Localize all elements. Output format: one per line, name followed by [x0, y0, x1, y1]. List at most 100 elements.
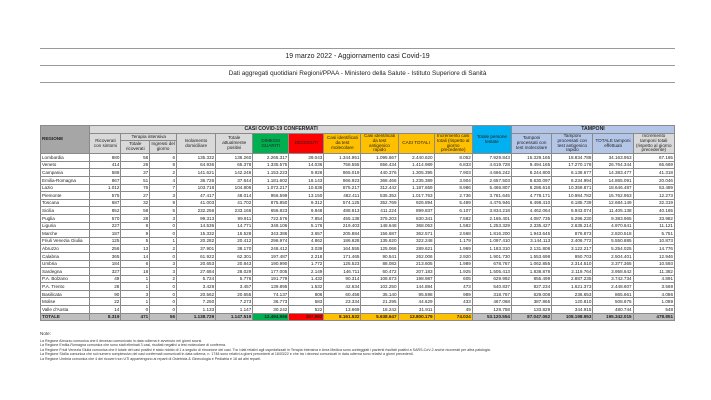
- cell-ricoverati-sintomi: 49: [89, 274, 122, 284]
- cell-incremento-tamponi: 20.046: [632, 175, 676, 185]
- cell-incremento-tamponi: 67.165: [632, 153, 676, 162]
- cell-tamponi-antigenico: 950.703: [551, 251, 594, 261]
- cell-ricoverati-sintomi: 575: [89, 191, 122, 200]
- cell-ingressi-giorno: 8: [149, 160, 178, 170]
- cell-totale-ricoverati: 28: [120, 160, 151, 170]
- cell-ingressi-giorno: 6: [149, 153, 178, 162]
- cell-casi-totali: 362.571: [397, 229, 435, 238]
- cell-regione: Calabria: [39, 251, 91, 261]
- table-row: Lazio 1.012 76 7 103.718 104.806 1.072.217 10.6…: [39, 183, 676, 193]
- cell-incremento-casi: 433: [433, 297, 473, 307]
- cell-incremento-casi: 2.920: [433, 251, 473, 261]
- page-title: 19 marzo 2022 - Aggiornamento casi Covid…: [285, 53, 430, 60]
- cell-casi-antigenico: 535.352: [360, 191, 399, 200]
- cell-ingressi-giorno: 3: [149, 259, 178, 269]
- cell-persone-testate: 540.837: [471, 282, 512, 291]
- cell-tamponi-antigenico: 120.810: [551, 297, 594, 307]
- cell-tamponi-antigenico: 6.943.074: [551, 206, 594, 215]
- cell-regione: Emilia-Romagna: [39, 175, 91, 185]
- cell-casi-antigenico: 148.648: [360, 221, 399, 231]
- cell-totale-positivi: 15.528: [215, 229, 254, 238]
- cell-casi-totali: 144.884: [397, 282, 435, 291]
- cell-isolamento: 20.562: [176, 289, 217, 299]
- cell-tamponi-molecolare: 9.494.165: [510, 160, 553, 170]
- cell-ricoverati-sintomi: 28: [89, 282, 122, 291]
- cell-deceduti: 7.854: [288, 213, 325, 223]
- total-row: TOTALE 8.319 471 56 1.138.729 1.147.519 12.494…: [39, 312, 676, 322]
- cell-totale-positivi: 1.147: [215, 305, 254, 314]
- cell-totale-positivi: 142.246: [215, 168, 254, 177]
- cell-casi-antigenico: 440.376: [360, 168, 399, 177]
- cell-ingressi-giorno: 5: [149, 206, 178, 215]
- cell-casi-molecolare: 23.334: [323, 297, 362, 307]
- cell-totale-ricoverati: 37: [120, 168, 151, 177]
- cell-totale-positivi: 20.655: [215, 289, 254, 299]
- cell-casi-molecolare: 164.555: [323, 244, 362, 253]
- cell-tamponi-molecolare: 1.838.878: [510, 267, 553, 276]
- cell-persone-testate: 678.767: [471, 259, 512, 269]
- cell-ricoverati-sintomi: 687: [89, 198, 122, 208]
- header-tamponi-molecolare: Tamponi processati con test molecolare: [510, 132, 553, 155]
- notes-heading: Note:: [40, 331, 51, 336]
- header-dimessi: DIMESSI GUARITI: [252, 132, 290, 155]
- cell-totale-ricoverati: 1: [120, 282, 151, 291]
- cell-dimessi: 2.265.317: [252, 153, 290, 162]
- cell-dimessi: 343.386: [252, 229, 290, 238]
- table-row: P.A. Trento 28 1 0 3.428 3.457 139.895 1.532 42.…: [39, 282, 676, 291]
- cell-ingressi-giorno: 3: [149, 191, 178, 200]
- cell-casi-antigenico: 88.082: [360, 259, 399, 269]
- cell-isolamento: 141.621: [176, 168, 217, 177]
- cell-deceduti: 9.848: [288, 206, 325, 215]
- cell-incremento-casi: 1.989: [433, 259, 473, 269]
- cell-tamponi-molecolare: 133.829: [510, 305, 553, 314]
- cell-tamponi-molecolare: 8.630.097: [510, 175, 553, 185]
- cell-tamponi-totale: 26.764.344: [592, 160, 634, 170]
- cell-tamponi-antigenico: 344.915: [551, 305, 594, 314]
- cell-totale-positivi: 5.776: [215, 274, 254, 284]
- cell-ingressi-giorno: 0: [149, 282, 178, 291]
- cell-tamponi-antigenico: 10.359.871: [551, 183, 594, 193]
- cell-persone-testate: 1.901.730: [471, 251, 512, 261]
- cell-dimessi: 197.487: [252, 251, 290, 261]
- cell-tamponi-molecolare: 4.462.064: [510, 206, 553, 215]
- cell-deceduti: 14.036: [288, 160, 325, 170]
- table-row: Veneto 414 28 8 64.936 65.378 1.335.575 14.036 7…: [39, 160, 676, 170]
- cell-totale-positivi: 62.301: [215, 251, 254, 261]
- table-row: Campania 588 37 2 141.621 142.246 1.153.223 9.9…: [39, 168, 676, 177]
- cell-tamponi-totale: 12.684.149: [592, 198, 634, 208]
- cell-incremento-tamponi: 32.319: [632, 198, 676, 208]
- header-terapia-intensiva: Terapia intensiva: [120, 132, 178, 142]
- cell-incremento-casi: 2.568: [433, 229, 473, 238]
- cell-ricoverati-sintomi: 1.012: [89, 183, 122, 193]
- cell-incremento-tamponi: 11.121: [632, 221, 676, 231]
- cell-persone-testate: 3.781.645: [471, 191, 512, 200]
- cell-regione: Liguria: [39, 221, 91, 231]
- cell-regione: Lazio: [39, 183, 91, 193]
- cell-casi-antigenico: 21.295: [360, 297, 399, 307]
- cell-ingressi-giorno: 0: [149, 251, 178, 261]
- cell-incremento-casi: 7.582: [433, 213, 473, 223]
- cell-casi-antigenico: 368.466: [360, 175, 399, 185]
- table-row: Abruzzo 256 13 2 37.901 38.170 248.412 3.039 164…: [39, 244, 676, 253]
- header-isolamento: Isolamento domiciliare: [176, 132, 217, 155]
- cell-totale-ricoverati: 9: [120, 229, 151, 238]
- cell-deceduti: 4.862: [288, 236, 325, 246]
- cell-dimessi: 74.137: [252, 289, 290, 299]
- cell-tamponi-molecolare: 8.286.616: [510, 183, 553, 193]
- table-row: Marche 187 9 0 15.332 15.528 343.386 3.657 205.8…: [39, 229, 676, 238]
- header-totale-positivi: Totale attualmente positivi: [215, 132, 254, 155]
- divider: [40, 48, 675, 49]
- divider: [40, 65, 675, 66]
- cell-tamponi-antigenico: 6.234.994: [551, 175, 594, 185]
- cell-casi-totali: 213.605: [397, 259, 435, 269]
- cell-tamponi-molecolare: 2.335.427: [510, 221, 553, 231]
- cell-persone-testate: 1.097.410: [471, 236, 512, 246]
- cell-isolamento: 15.332: [176, 229, 217, 238]
- cell-incremento-casi: 3.904: [433, 175, 473, 185]
- cell-persone-testate: 2.165.401: [471, 213, 512, 223]
- cell-ricoverati-sintomi: 90: [89, 289, 122, 299]
- cell-incremento-tamponi: 4.891: [632, 274, 676, 284]
- cell-totale-positivi: 20.843: [215, 259, 254, 269]
- cell-ingressi-giorno: 2: [149, 274, 178, 284]
- cell-casi-totali: 262.006: [397, 251, 435, 261]
